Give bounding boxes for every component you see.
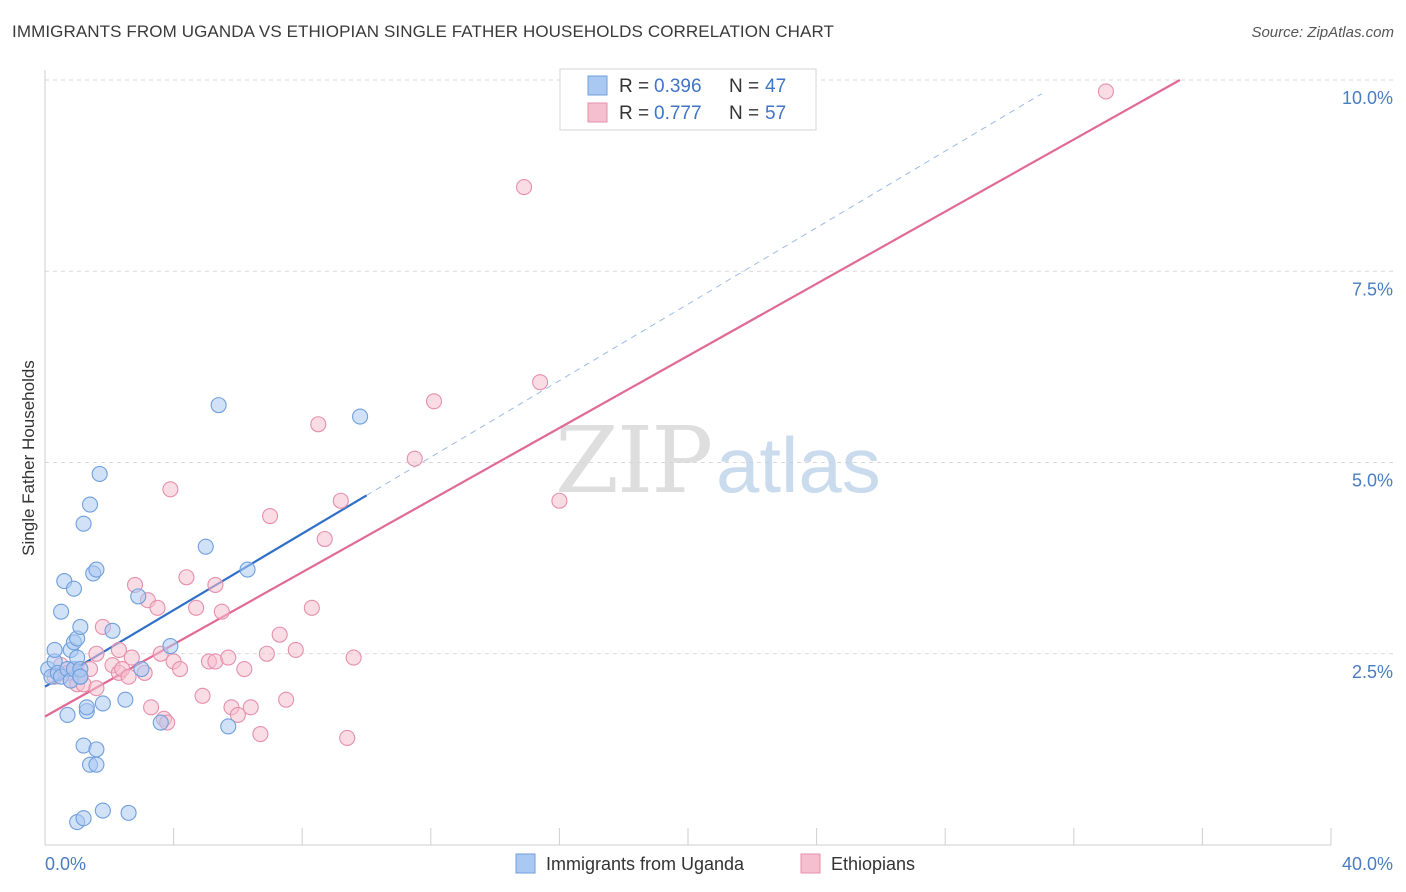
y-tick-label: 10.0%	[1342, 88, 1393, 108]
ethiopians-point	[271, 626, 288, 643]
uganda-point	[88, 741, 105, 758]
ethiopians-point	[252, 726, 269, 743]
ethiopians-point	[194, 687, 211, 704]
legend-n-value-1: 47	[765, 76, 786, 97]
ethiopians-point	[213, 603, 230, 620]
ethiopians-point	[149, 599, 166, 616]
x-tick-labels: 0.0% 40.0%	[45, 854, 1393, 874]
uganda-point	[104, 622, 121, 639]
data-points	[40, 83, 1114, 831]
uganda-point	[133, 660, 150, 678]
legend-swatch-pink	[587, 102, 608, 123]
ethiopians-point	[229, 706, 246, 724]
uganda-point	[53, 603, 70, 620]
uganda-point	[72, 668, 89, 685]
legend-n-label-1: N =	[729, 76, 759, 97]
ethiopians-point	[303, 599, 320, 616]
uganda-point	[88, 756, 105, 773]
uganda-point	[78, 699, 95, 716]
legend-r-value-1: 0.396	[654, 76, 702, 97]
uganda-point	[197, 538, 214, 555]
uganda-point	[117, 691, 134, 708]
uganda-point	[72, 618, 89, 636]
uganda-point	[75, 515, 92, 532]
uganda-point	[91, 465, 108, 483]
uganda-point	[152, 714, 169, 731]
legend-r-label-2: R =	[619, 103, 649, 124]
ethiopians-point	[207, 576, 224, 593]
uganda-point	[210, 397, 227, 414]
ethiopians-point	[162, 481, 179, 498]
ethiopians-point	[220, 649, 237, 666]
uganda-point	[239, 561, 256, 578]
ethiopians-point	[310, 416, 327, 433]
series-legend-label-ethiopians: Ethiopians	[831, 854, 915, 874]
ethiopians-point	[287, 641, 304, 658]
ethiopians-point	[188, 599, 205, 616]
x-tick-label: 40.0%	[1342, 854, 1393, 874]
uganda-point	[120, 804, 137, 821]
ethiopians-point	[406, 450, 423, 467]
chart-source: Source: ZipAtlas.com	[1251, 24, 1394, 41]
series-legend-swatch-uganda	[515, 853, 536, 874]
ethiopians-point	[120, 668, 137, 685]
ethiopians-point	[278, 691, 295, 708]
ethiopians-point	[110, 641, 127, 658]
correlation-legend: R = 0.396 N = 47 R = 0.777 N = 57	[559, 68, 817, 131]
ethiopians-point	[339, 729, 356, 746]
ethiopians-point	[332, 492, 349, 509]
uganda-point	[65, 580, 82, 597]
y-tick-label: 7.5%	[1352, 279, 1393, 299]
legend-r-value-2: 0.777	[654, 103, 702, 124]
uganda-point	[59, 706, 76, 724]
y-tick-labels: 2.5% 5.0% 7.5% 10.0%	[1342, 88, 1393, 682]
legend-r-label-1: R =	[619, 76, 649, 97]
ethiopians-point	[551, 492, 568, 509]
legend-n-value-2: 57	[765, 103, 786, 124]
ethiopians-point	[425, 393, 443, 410]
watermark-zip: ZIP	[555, 407, 711, 514]
ethiopians-point	[515, 179, 533, 196]
uganda-point	[130, 588, 147, 605]
uganda-point	[88, 561, 105, 578]
uganda-point	[94, 695, 111, 712]
ethiopians-point	[88, 645, 105, 662]
uganda-point	[352, 408, 369, 425]
legend-n-label-2: N =	[729, 103, 759, 124]
ethiopians-point	[258, 645, 275, 662]
uganda-point	[81, 496, 99, 513]
ethiopians-point	[532, 374, 549, 391]
x-tick-label: 0.0%	[45, 854, 86, 874]
ethiopians-point	[242, 699, 259, 716]
uganda-point	[75, 810, 92, 827]
series-legend-swatch-ethiopians	[800, 853, 821, 874]
ethiopians-point	[123, 649, 140, 666]
ethiopians-point	[171, 660, 189, 678]
uganda-trend-extension	[366, 93, 1042, 496]
ethiopians-point	[178, 569, 195, 586]
y-axis-title: Single Father Households	[19, 360, 38, 556]
ethiopians-point	[345, 649, 362, 666]
uganda-point	[46, 641, 63, 658]
ethiopians-point	[236, 660, 253, 678]
ethiopians-point	[261, 507, 279, 525]
ethiopians-point	[88, 680, 105, 697]
chart-title: IMMIGRANTS FROM UGANDA VS ETHIOPIAN SING…	[12, 22, 835, 41]
ethiopians-point	[1097, 83, 1114, 100]
y-tick-label: 2.5%	[1352, 662, 1393, 682]
legend-swatch-blue	[587, 75, 608, 96]
uganda-point	[162, 638, 179, 655]
uganda-point	[220, 718, 237, 735]
uganda-point	[94, 802, 111, 819]
y-tick-label: 5.0%	[1352, 471, 1393, 491]
ethiopians-point	[143, 699, 160, 716]
watermark-atlas: atlas	[716, 421, 881, 509]
series-legend: Immigrants from Uganda Ethiopians	[515, 853, 915, 874]
series-legend-label-uganda: Immigrants from Uganda	[546, 854, 745, 874]
ethiopians-point	[316, 530, 333, 548]
ethiopians-trend-line	[44, 79, 1181, 718]
